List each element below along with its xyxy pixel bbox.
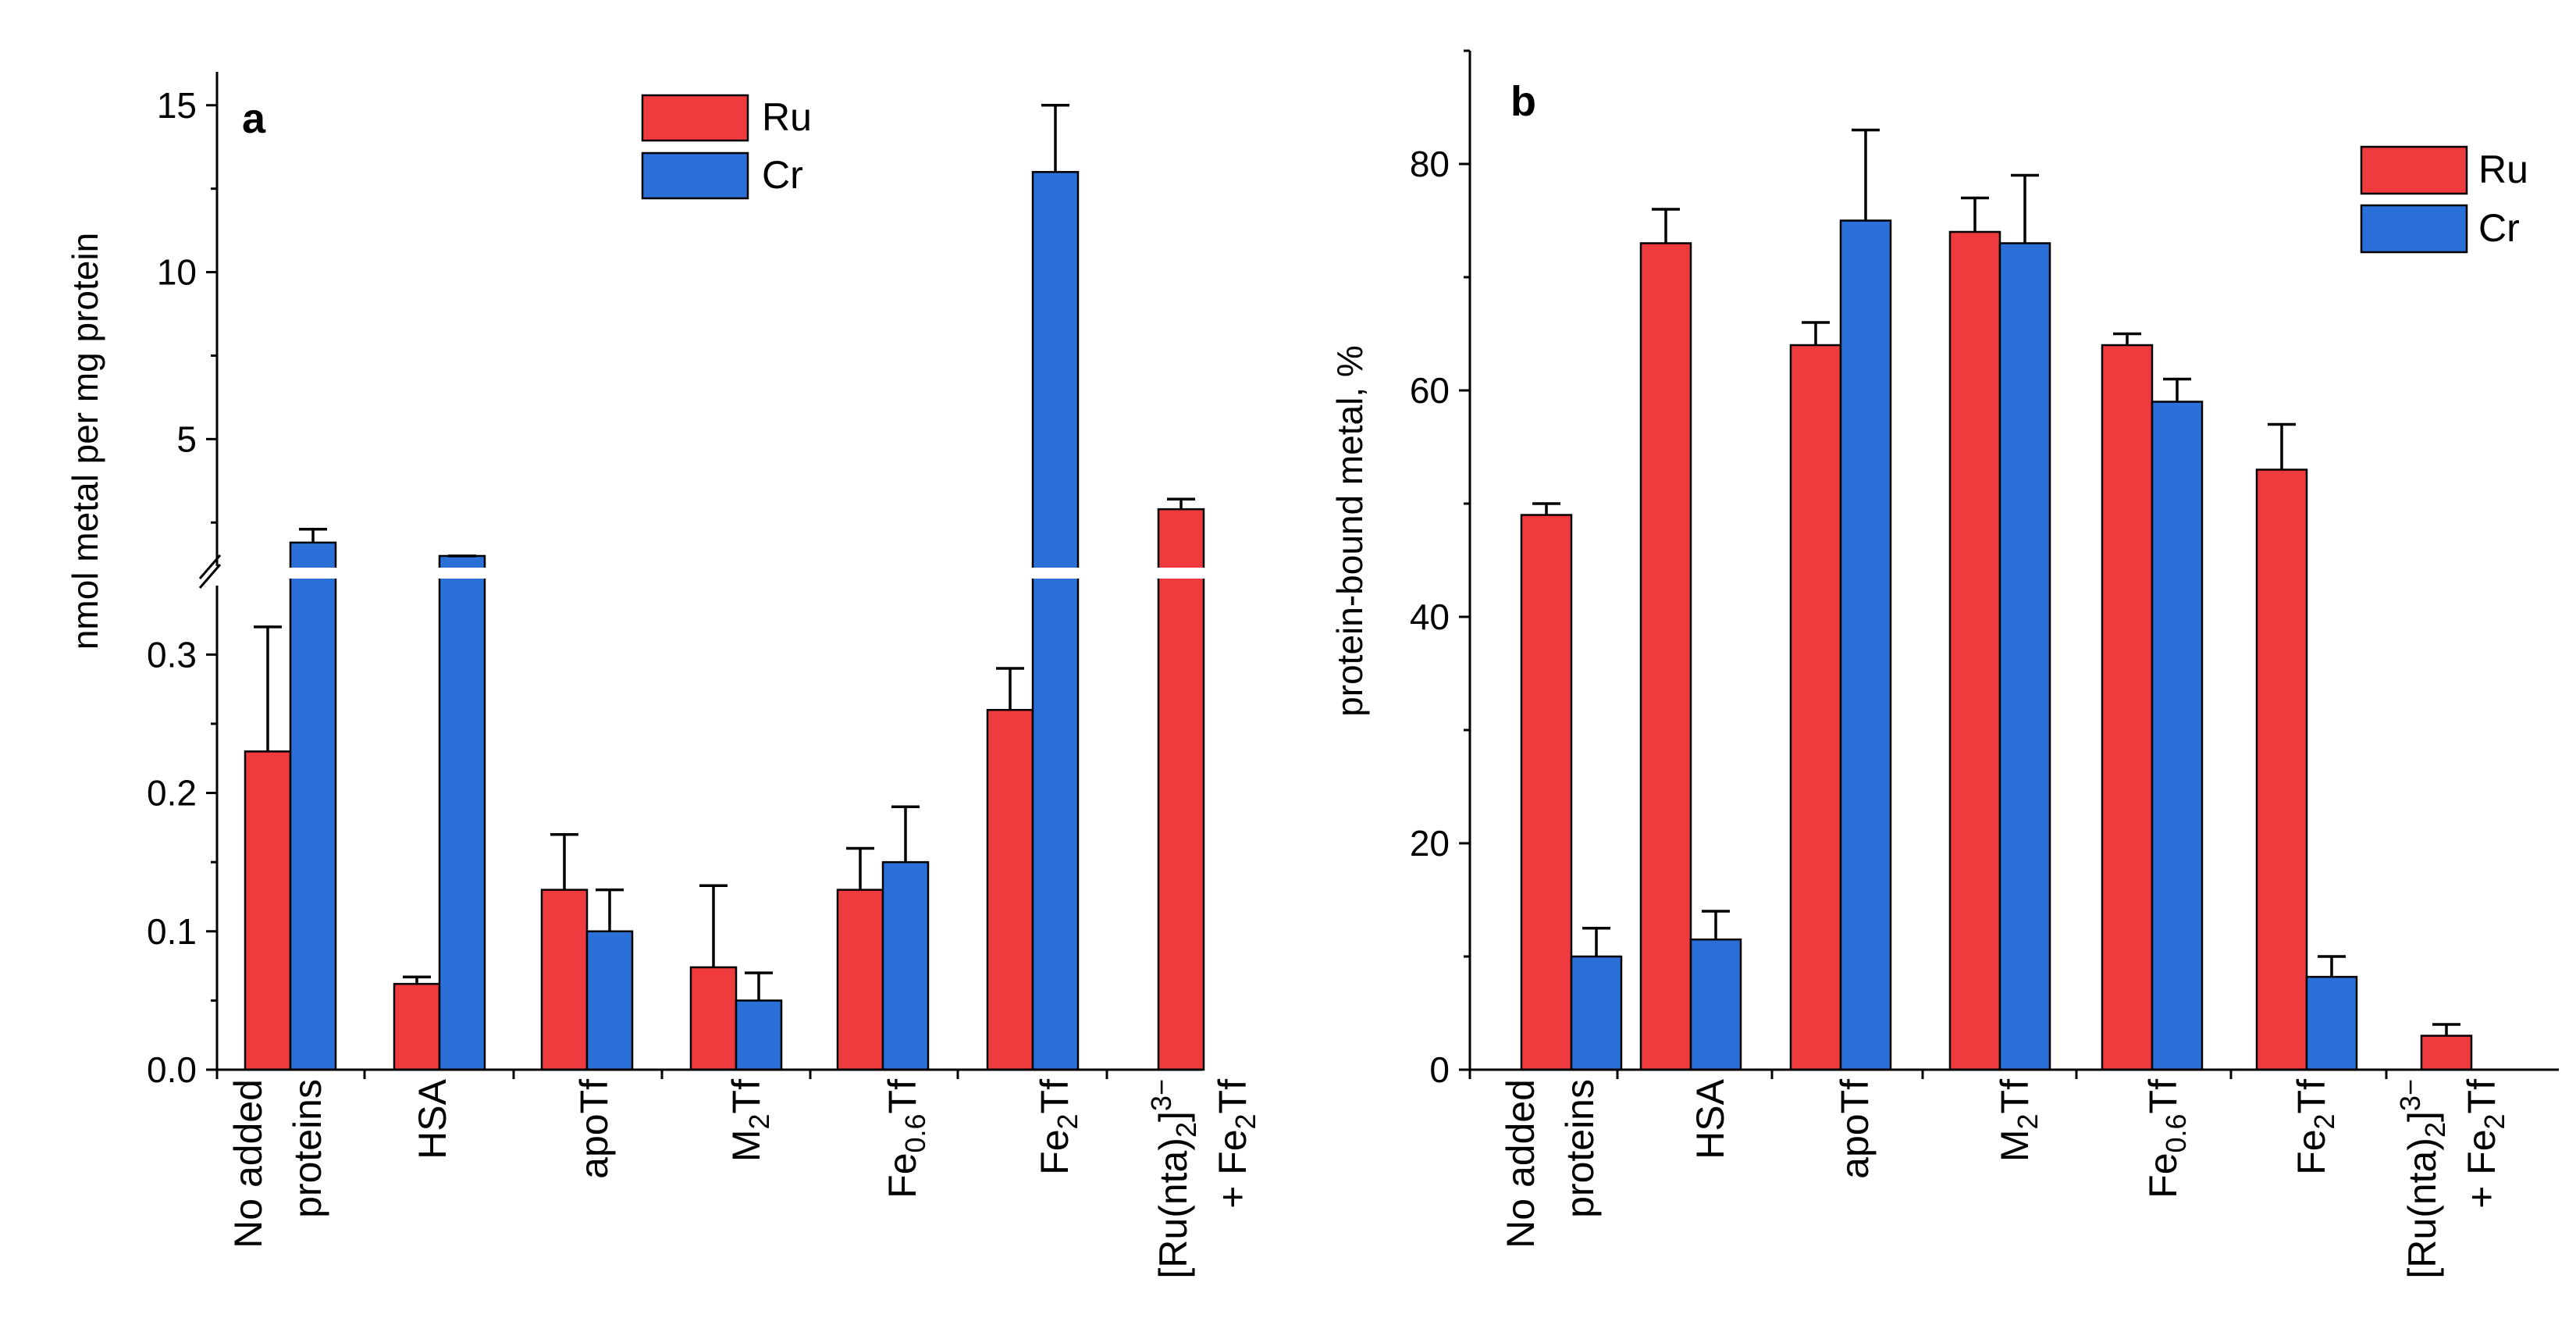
category-line: M2​Tf: [1993, 1079, 2044, 1162]
x-category-label-b-3: M2​Tf: [1993, 1079, 2044, 1162]
bar-a-cr-3: [735, 999, 783, 1071]
y-tick-label-b: 40: [1410, 597, 1450, 637]
panel-b: 0 20 40 60 80 protein-bound metal, % b Ru Cr No a…: [1329, 49, 2559, 1279]
category-line: proteins: [1558, 1079, 1602, 1218]
legend-a: Ru Cr: [641, 94, 812, 200]
y-tick-label-b: 20: [1410, 823, 1450, 864]
bar-b-ru-0: [1520, 514, 1573, 1071]
y-tick-label-a-upper: 10: [157, 252, 197, 293]
category-line: No added: [1499, 1079, 1542, 1249]
legend-label-b-cr: Cr: [2478, 206, 2520, 250]
y-tick-label-a-lower: 0.2: [147, 773, 197, 814]
y-axis-title-a: nmol metal per mg protein: [65, 233, 105, 650]
bar-b-ru-3: [1948, 230, 2001, 1071]
break-mark-1: [198, 554, 222, 579]
bar-a-ru-2: [540, 889, 589, 1071]
x-category-label-a-4: Fe0.6​Tf: [881, 1079, 931, 1199]
x-category-label-a-2: apoTf: [572, 1079, 616, 1179]
x-category-label-a-3: M2​Tf: [724, 1079, 775, 1162]
x-category-label-b-1: HSA: [1688, 1078, 1732, 1159]
bar-a-ru-6: [1157, 508, 1205, 1071]
x-category-label-a-0: No added proteins: [226, 1079, 329, 1249]
bar-b-cr-4: [2151, 401, 2204, 1071]
legend-swatch-cr: [641, 151, 749, 200]
x-category-label-b-5: Fe2​Tf: [2290, 1079, 2340, 1175]
legend-swatch-b-ru: [2360, 145, 2468, 195]
bar-b-ru-5: [2255, 468, 2308, 1071]
category-line: Fe2​Tf: [1033, 1079, 1083, 1175]
y-tick-label-a-lower: 0.3: [147, 634, 197, 675]
category-line: + Fe2​Tf: [1211, 1079, 1261, 1209]
y-tick-label-b: 0: [1429, 1049, 1450, 1090]
bar-a-ru-5: [986, 708, 1034, 1071]
axis-break-gap: [212, 568, 1205, 579]
bar-a-ru-3: [689, 966, 738, 1071]
panel-a: 0.0 0.1 0.2 0.3 5 10 15 nmol metal per mg prote…: [65, 72, 1261, 1279]
bar-b-cr-2: [1839, 219, 1892, 1071]
bar-b-cr-3: [1998, 242, 2051, 1071]
category-line: Fe0.6​Tf: [881, 1079, 931, 1199]
legend-swatch-ru: [641, 94, 749, 142]
legend-label-ru: Ru: [762, 95, 812, 139]
bar-b-ru-2: [1789, 344, 1842, 1071]
category-line: HSA: [1688, 1078, 1732, 1159]
category-line: HSA: [411, 1078, 454, 1159]
legend-label-cr: Cr: [762, 153, 803, 197]
x-category-label-a-5: Fe2​Tf: [1033, 1079, 1083, 1175]
bar-a-cr-2: [585, 930, 634, 1071]
category-line: No added: [226, 1079, 270, 1249]
x-category-label-a-6: [Ru(nta)2​]3−​+ Fe2​Tf: [1145, 1079, 1261, 1279]
bar-a-cr-5: [1031, 171, 1080, 1071]
panel-label-b: b: [1510, 78, 1536, 125]
category-line: M2​Tf: [724, 1079, 775, 1162]
bar-a-ru-1: [393, 982, 441, 1071]
y-tick-label-a-lower: 0.0: [147, 1049, 197, 1090]
legend-label-b-ru: Ru: [2478, 148, 2528, 191]
bar-a-cr-1: [438, 554, 486, 1071]
bar-b-ru-4: [2101, 344, 2154, 1071]
bar-b-ru-6: [2420, 1035, 2473, 1071]
legend-b: Ru Cr: [2360, 145, 2528, 254]
x-category-label-b-2: apoTf: [1833, 1079, 1877, 1179]
y-tick-label-a-lower: 0.1: [147, 911, 197, 952]
bar-a-cr-0: [289, 541, 337, 1071]
bar-b-ru-1: [1639, 242, 1692, 1071]
category-line: apoTf: [572, 1079, 616, 1179]
y-tick-label-a-upper: 5: [176, 419, 197, 459]
bar-b-cr-0: [1570, 955, 1623, 1071]
bar-a-ru-0: [244, 750, 292, 1071]
panel-label-a: a: [242, 95, 266, 142]
category-line: [Ru(nta)2​]3−​: [1145, 1079, 1202, 1279]
category-line: Fe0.6​Tf: [2141, 1079, 2192, 1199]
legend-swatch-b-cr: [2360, 204, 2468, 254]
x-category-label-b-6: [Ru(nta)2​]3−​+ Fe2​Tf: [2394, 1079, 2510, 1279]
category-line: Fe2​Tf: [2290, 1079, 2340, 1175]
bar-a-ru-4: [836, 889, 884, 1071]
y-axis-title-b: protein-bound metal, %: [1329, 345, 1370, 717]
break-mark-2: [198, 564, 222, 589]
category-line: apoTf: [1833, 1079, 1877, 1179]
x-category-label-b-0: No added proteins: [1499, 1079, 1602, 1249]
category-line: + Fe2​Tf: [2460, 1079, 2510, 1209]
category-line: [Ru(nta)2​]3−​: [2394, 1079, 2451, 1279]
y-tick-label-b: 80: [1410, 144, 1450, 184]
x-category-label-a-1: HSA: [411, 1078, 454, 1159]
category-line: proteins: [286, 1079, 329, 1218]
bar-b-cr-1: [1689, 939, 1742, 1071]
y-tick-label-b: 60: [1410, 370, 1450, 411]
y-tick-label-a-upper: 15: [157, 85, 197, 126]
bar-b-cr-5: [2305, 975, 2358, 1071]
x-category-label-b-4: Fe0.6​Tf: [2141, 1079, 2192, 1199]
bar-a-cr-4: [881, 860, 930, 1071]
